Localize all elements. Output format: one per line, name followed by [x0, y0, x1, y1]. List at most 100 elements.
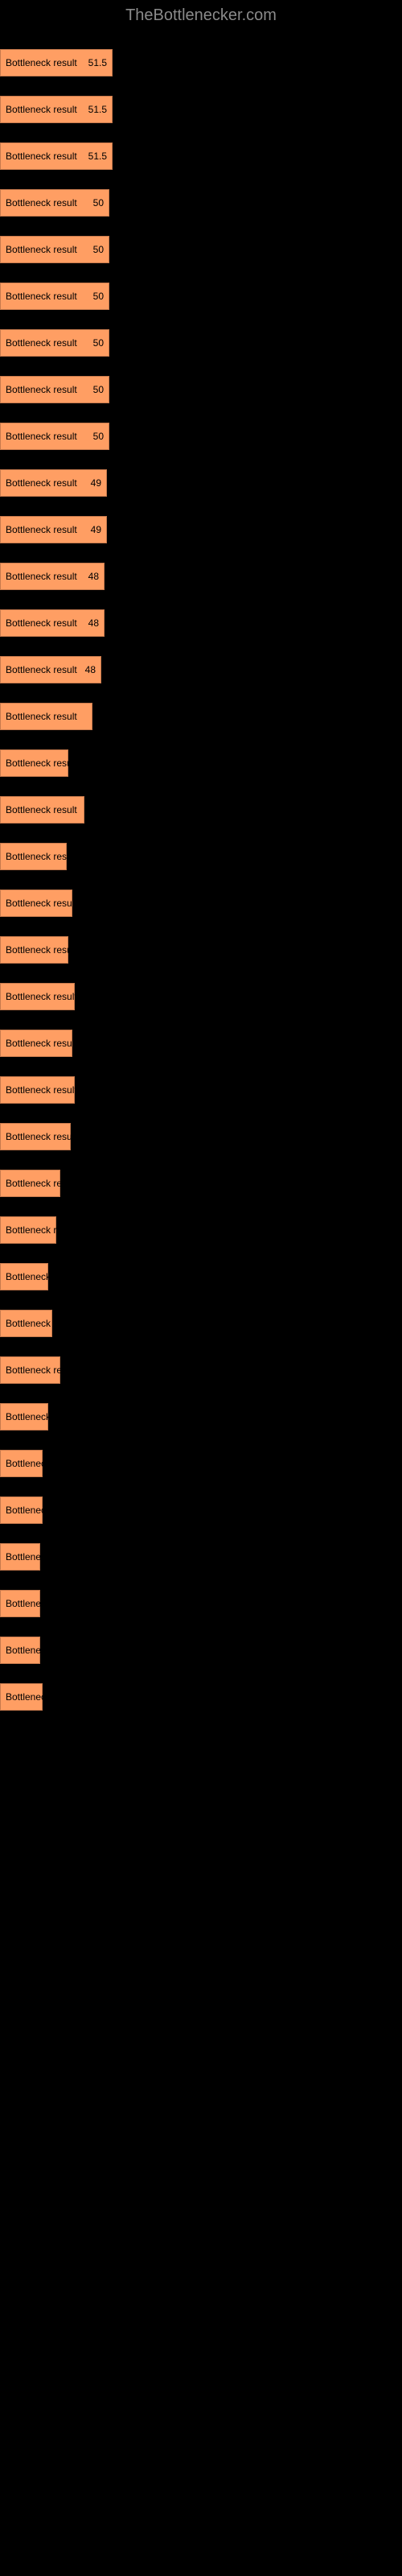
bar: Bottleneck result — [0, 1263, 48, 1290]
bar: Bottleneck result — [0, 1310, 52, 1337]
chart-title: TheBottlenecker.com — [125, 6, 277, 24]
row-label — [0, 1669, 402, 1683]
bar-name-text: Bottleneck result — [6, 664, 77, 675]
row-label — [0, 175, 402, 189]
bar: Bottleneck result — [0, 1356, 60, 1384]
bar-track: Bottleneck result48 — [0, 656, 402, 683]
bar: Bottleneck result — [0, 1123, 71, 1150]
row-label — [0, 922, 402, 936]
bar-value-text: 51.5 — [88, 57, 107, 68]
row-label — [0, 408, 402, 423]
bar-track: Bottleneck result51.5 — [0, 96, 402, 123]
bar: Bottleneck result — [0, 1590, 40, 1617]
row-label — [0, 1389, 402, 1403]
row-label — [0, 315, 402, 329]
bar: Bottleneck result51.5 — [0, 142, 113, 170]
bar-name-text: Bottleneck result — [6, 804, 77, 815]
chart-row: Bottleneck result50 — [0, 221, 402, 263]
bar: Bottleneck result — [0, 703, 92, 730]
bar-name-text: Bottleneck result — [6, 758, 77, 769]
bar: Bottleneck result — [0, 1216, 56, 1244]
bar-name-text: Bottleneck result — [6, 711, 77, 722]
chart-row: Bottleneck result — [0, 782, 402, 824]
bar-track: Bottleneck result50 — [0, 283, 402, 310]
chart-row: Bottleneck result 50 — [0, 315, 402, 357]
chart-row: Bottleneck result — [0, 875, 402, 917]
bar: Bottleneck result48 — [0, 609, 105, 637]
bar-value-text: 50 — [93, 384, 104, 395]
bar: Bottleneck result50 — [0, 376, 109, 403]
bar-name-text: Bottleneck result — [6, 1318, 77, 1329]
bar-name-text: Bottleneck result — [6, 1271, 77, 1282]
rows-container: Bottleneck result51.5Bottleneck result51… — [0, 35, 402, 1711]
row-label — [0, 1108, 402, 1123]
chart-row: Bottleneck result — [0, 1389, 402, 1430]
bar-track: Bottleneck result50 — [0, 423, 402, 450]
bar-value-text: 50 — [93, 337, 104, 349]
bar-name-text: Bottleneck result — [6, 1551, 77, 1563]
bar: Bottleneck result48 — [0, 656, 101, 683]
row-label — [0, 1529, 402, 1543]
bar-name-text: Bottleneck result — [6, 1364, 77, 1376]
row-label — [0, 1482, 402, 1496]
bar: Bottleneck result — [0, 1403, 48, 1430]
bar-value-text: 48 — [88, 617, 99, 629]
bar: Bottleneck result 51.5 — [0, 49, 113, 76]
row-label — [0, 968, 402, 983]
bar-name-text: Bottleneck result — [6, 1645, 77, 1656]
row-label — [0, 1575, 402, 1590]
bar-track: Bottleneck result48 — [0, 609, 402, 637]
bar-track: Bottleneck result — [0, 703, 402, 730]
row-label — [0, 735, 402, 749]
bar-track: Bottleneck result48 — [0, 563, 402, 590]
bar: Bottleneck result48 — [0, 563, 105, 590]
bar-track: Bottleneck result — [0, 1683, 402, 1711]
row-label — [0, 642, 402, 656]
bar-value-text: 50 — [93, 291, 104, 302]
bar-track: Bottleneck result — [0, 1030, 402, 1057]
bar: Bottleneck result — [0, 1543, 40, 1571]
chart-row: Bottleneck result — [0, 828, 402, 870]
chart-row: Bottleneck result50 — [0, 408, 402, 450]
bar-track: Bottleneck result — [0, 983, 402, 1010]
chart-row: Bottleneck result — [0, 1108, 402, 1150]
bar-name-text: Bottleneck result — [6, 197, 77, 208]
bar-name-text: Bottleneck result — [6, 431, 77, 442]
bar-track: Bottleneck result — [0, 1496, 402, 1524]
chart-row: Bottleneck result — [0, 1342, 402, 1384]
bar-name-text: Bottleneck result — [6, 477, 77, 489]
bar-name-text: Bottleneck result — [6, 104, 77, 115]
chart-row: Bottleneck result — [0, 1575, 402, 1617]
row-label — [0, 455, 402, 469]
bar-track: Bottleneck result49 — [0, 469, 402, 497]
row-label — [0, 1202, 402, 1216]
bar-name-text: Bottleneck result — [6, 57, 77, 68]
bar-name-text: Bottleneck result — [6, 337, 77, 349]
row-label — [0, 1155, 402, 1170]
bar-name-text: Bottleneck result — [6, 1038, 77, 1049]
bar: Bottleneck result — [0, 936, 68, 964]
bar-track: Bottleneck result — [0, 1123, 402, 1150]
bar-name-text: Bottleneck result — [6, 1084, 77, 1096]
bar-name-text: Bottleneck result — [6, 151, 77, 162]
chart-row: Bottleneck result50 — [0, 361, 402, 403]
chart-row: Bottleneck result — [0, 1669, 402, 1711]
bar-track: Bottleneck result50 — [0, 376, 402, 403]
row-label — [0, 875, 402, 890]
row-label — [0, 1342, 402, 1356]
chart-row: Bottleneck result — [0, 922, 402, 964]
chart-row: Bottleneck result 51.5 — [0, 35, 402, 76]
bar-track: Bottleneck result50 — [0, 189, 402, 217]
bar-track: Bottleneck result — [0, 1543, 402, 1571]
row-label — [0, 688, 402, 703]
chart-row: Bottleneck result — [0, 1529, 402, 1571]
row-label — [0, 1062, 402, 1076]
row-label — [0, 1435, 402, 1450]
chart-row: Bottleneck result — [0, 735, 402, 777]
bar: Bottleneck result50 — [0, 283, 109, 310]
chart-row: Bottleneck result — [0, 968, 402, 1010]
row-label — [0, 1249, 402, 1263]
chart-row: Bottleneck result48 — [0, 548, 402, 590]
bar-track: Bottleneck result — [0, 1170, 402, 1197]
row-label — [0, 548, 402, 563]
